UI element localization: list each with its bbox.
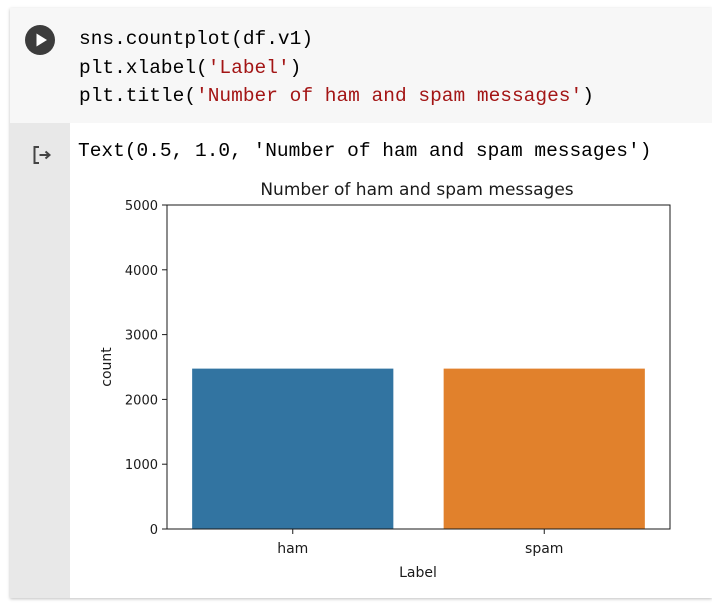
bars-group	[192, 368, 645, 529]
y-tick-label: 2000	[125, 393, 158, 408]
code-editor[interactable]: sns.countplot(df.v1) plt.xlabel('Label')…	[10, 8, 712, 123]
run-cell-button[interactable]	[25, 25, 55, 55]
code-line: sns.countplot(df.v1)	[79, 28, 314, 50]
bar-spam	[443, 368, 645, 529]
y-axis-label: count	[99, 347, 115, 387]
output-arrow-icon[interactable]	[30, 143, 54, 167]
x-tick-label-spam: spam	[525, 541, 563, 557]
plot-frame	[166, 204, 671, 530]
bar-chart: Number of ham and spam messages 0 1000 200…	[99, 180, 671, 581]
play-icon	[36, 33, 47, 47]
x-tick-label-ham: ham	[277, 541, 308, 557]
output-gutter	[10, 123, 70, 598]
chart-title: Number of ham and spam messages	[260, 180, 573, 200]
y-tick-label: 0	[150, 523, 158, 538]
code-block[interactable]: sns.countplot(df.v1) plt.xlabel('Label')…	[79, 25, 594, 111]
y-tick-label: 3000	[125, 329, 158, 344]
y-tick-label: 5000	[125, 199, 158, 214]
y-tick-label: 4000	[125, 264, 158, 279]
x-axis-label: Label	[399, 565, 437, 581]
y-axis: 0 1000 2000 3000 4000 5000	[125, 199, 167, 538]
cell-output: Text(0.5, 1.0, 'Number of ham and spam m…	[10, 123, 712, 598]
x-axis: ham spam	[277, 529, 563, 557]
code-line: plt.xlabel('Label')	[79, 56, 302, 79]
notebook-cell: sns.countplot(df.v1) plt.xlabel('Label')…	[10, 8, 712, 598]
code-line: plt.title('Number of ham and spam messag…	[79, 85, 594, 107]
output-text: Text(0.5, 1.0, 'Number of ham and spam m…	[78, 140, 652, 162]
y-tick-label: 1000	[125, 458, 158, 473]
bar-ham	[192, 368, 394, 529]
